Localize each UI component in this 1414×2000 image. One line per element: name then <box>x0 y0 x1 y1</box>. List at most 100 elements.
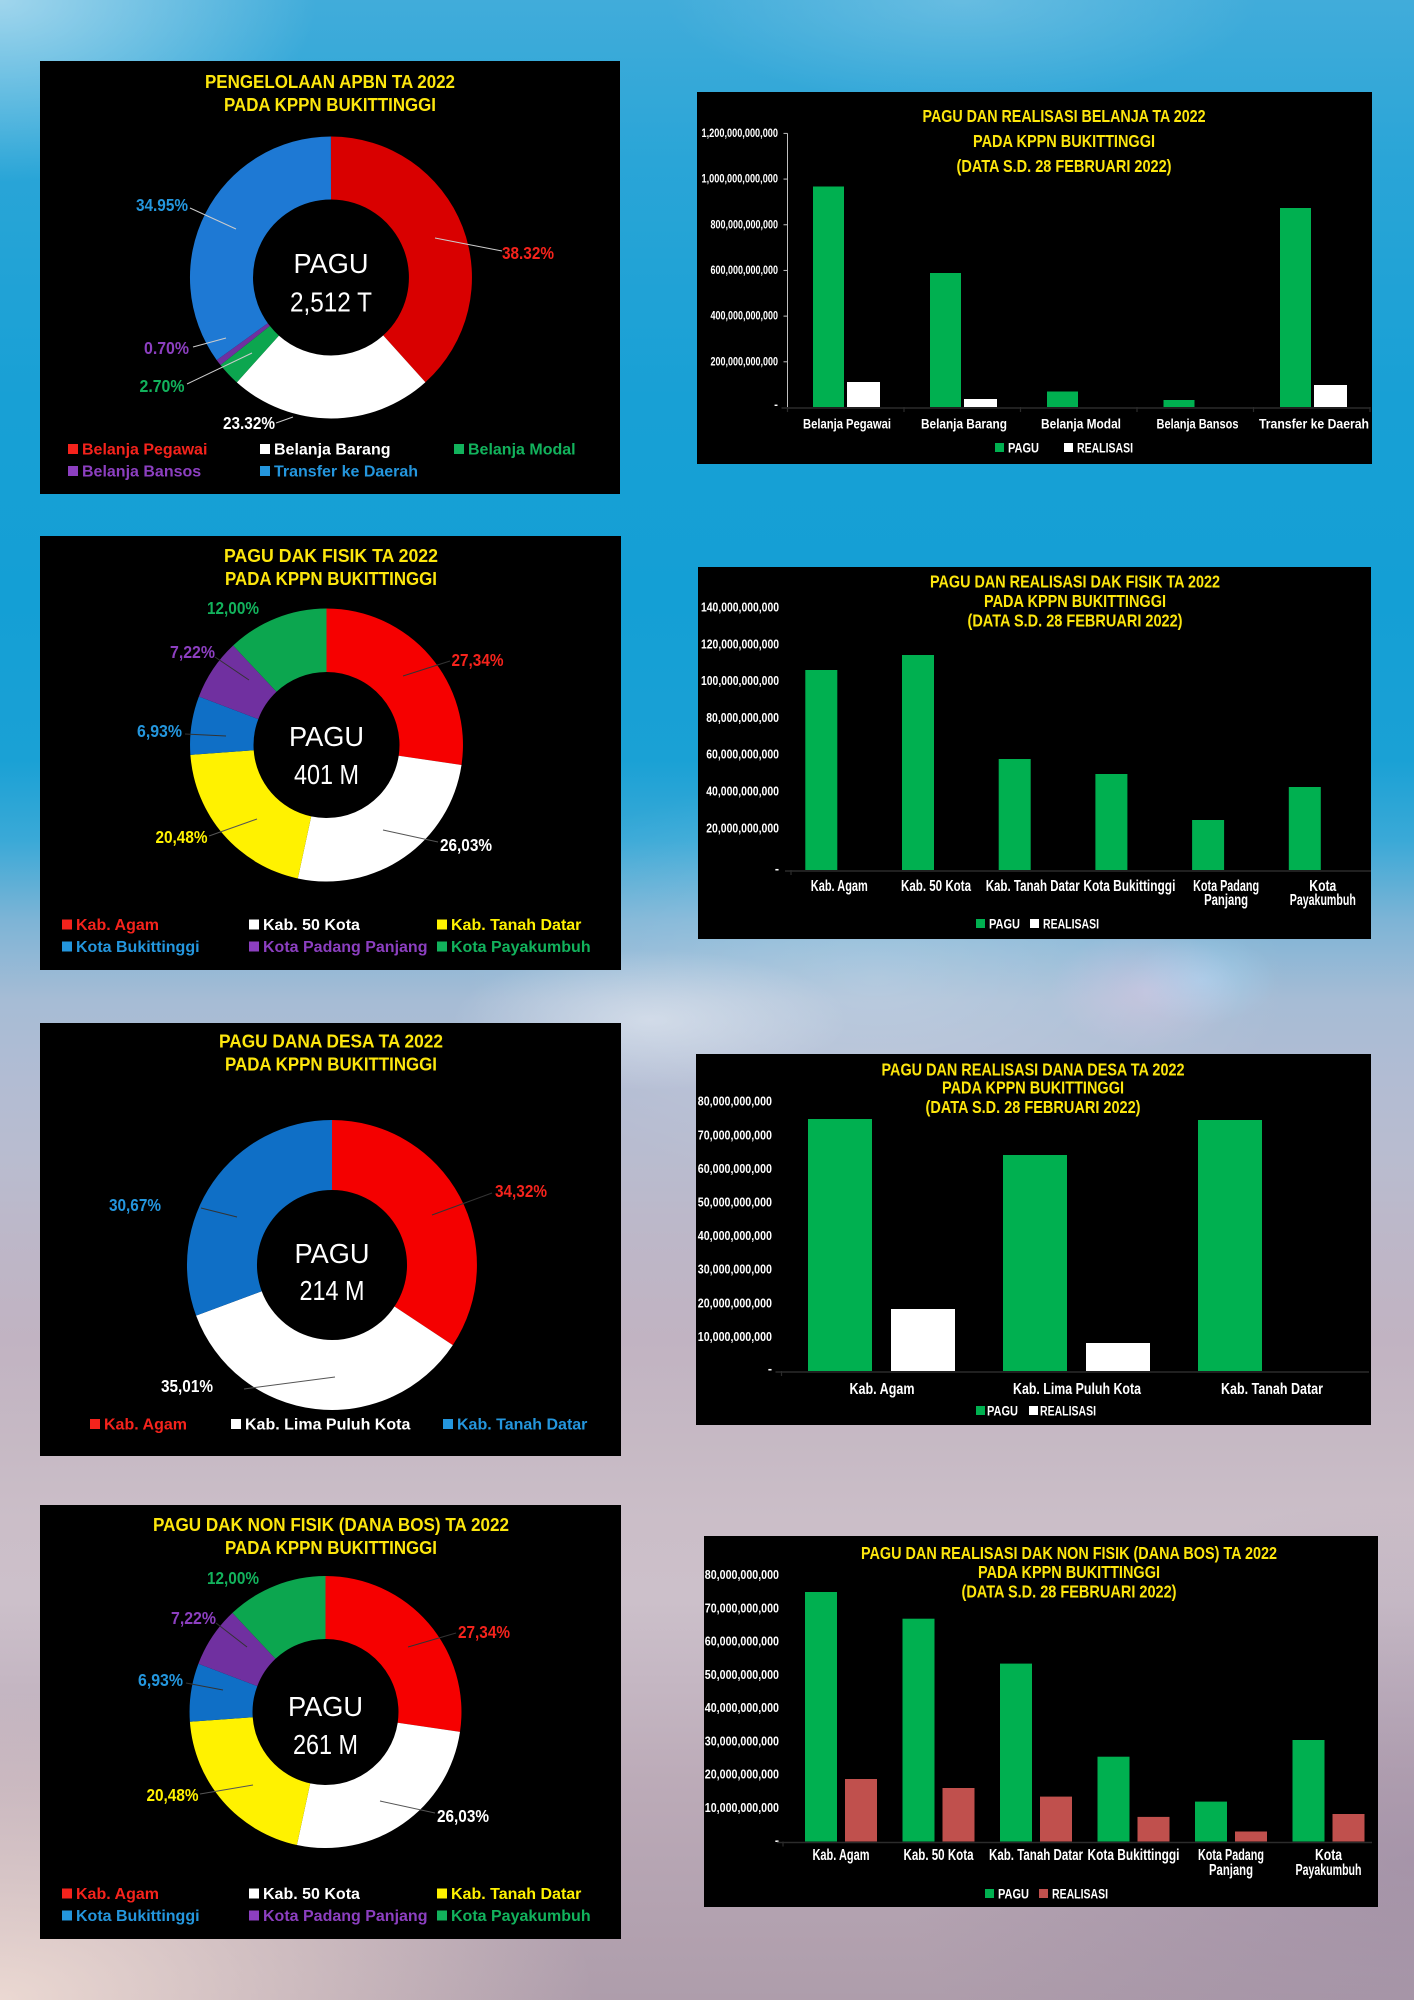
svg-text:40,000,000,000: 40,000,000,000 <box>705 1701 779 1715</box>
svg-text:34.95%: 34.95% <box>136 195 188 215</box>
svg-text:60,000,000,000: 60,000,000,000 <box>706 748 779 762</box>
svg-text:PAGU DANA DESA TA 2022: PAGU DANA DESA TA 2022 <box>219 1032 443 1052</box>
svg-text:Kota Padang: Kota Padang <box>1193 878 1259 895</box>
svg-text:Kab. Agam: Kab. Agam <box>850 1381 915 1398</box>
svg-text:PADA KPPN BUKITTINGGI: PADA KPPN BUKITTINGGI <box>225 1538 437 1558</box>
svg-text:26,03%: 26,03% <box>437 1806 489 1826</box>
svg-text:Kab. 50 Kota: Kab. 50 Kota <box>263 1886 360 1903</box>
svg-text:Kota Bukittinggi: Kota Bukittinggi <box>76 1908 200 1925</box>
svg-text:Kab. Agam: Kab. Agam <box>104 1417 187 1434</box>
svg-text:PADA KPPN BUKITTINGGI: PADA KPPN BUKITTINGGI <box>942 1078 1124 1098</box>
svg-text:(DATA S.D. 28 FEBRUARI 2022): (DATA S.D. 28 FEBRUARI 2022) <box>968 611 1183 631</box>
svg-text:(DATA S.D. 28 FEBRUARI 2022): (DATA S.D. 28 FEBRUARI 2022) <box>962 1582 1177 1602</box>
svg-text:120,000,000,000: 120,000,000,000 <box>701 637 779 651</box>
svg-text:20,48%: 20,48% <box>147 1785 199 1805</box>
svg-text:30,000,000,000: 30,000,000,000 <box>698 1263 772 1277</box>
svg-text:REALISASI: REALISASI <box>1043 917 1099 932</box>
svg-text:20,000,000,000: 20,000,000,000 <box>698 1296 772 1310</box>
svg-text:27,34%: 27,34% <box>458 1622 510 1642</box>
svg-text:Kab. Lima Puluh Kota: Kab. Lima Puluh Kota <box>245 1417 410 1434</box>
svg-text:Kab. Agam: Kab. Agam <box>811 878 868 895</box>
svg-text:400,000,000,000: 400,000,000,000 <box>711 311 779 323</box>
svg-text:70,000,000,000: 70,000,000,000 <box>705 1601 779 1615</box>
svg-text:Belanja Bansos: Belanja Bansos <box>82 464 201 481</box>
svg-text:1,000,000,000,000: 1,000,000,000,000 <box>702 174 779 186</box>
svg-text:Belanja Pegawai: Belanja Pegawai <box>82 442 207 459</box>
svg-text:30,67%: 30,67% <box>109 1195 161 1215</box>
svg-text:Kota Payakumbuh: Kota Payakumbuh <box>451 1908 591 1925</box>
svg-text:Kota Bukittinggi: Kota Bukittinggi <box>1088 1847 1180 1864</box>
svg-text:Kab. 50 Kota: Kab. 50 Kota <box>901 878 971 895</box>
svg-text:PAGU DAN REALISASI DAK NON FIS: PAGU DAN REALISASI DAK NON FISIK (DANA B… <box>861 1543 1277 1563</box>
svg-text:200,000,000,000: 200,000,000,000 <box>711 356 779 368</box>
svg-text:PADA KPPN BUKITTINGGI: PADA KPPN BUKITTINGGI <box>973 131 1155 151</box>
svg-text:Kab. Tanah Datar: Kab. Tanah Datar <box>989 1847 1083 1864</box>
svg-text:Belanja Pegawai: Belanja Pegawai <box>803 416 891 432</box>
svg-text:Kab. Lima Puluh Kota: Kab. Lima Puluh Kota <box>1013 1381 1141 1398</box>
svg-text:-: - <box>774 400 778 412</box>
svg-text:(DATA S.D. 28 FEBRUARI 2022): (DATA S.D. 28 FEBRUARI 2022) <box>926 1097 1141 1117</box>
svg-text:40,000,000,000: 40,000,000,000 <box>698 1229 772 1243</box>
svg-text:PAGU: PAGU <box>998 1887 1029 1902</box>
svg-text:12,00%: 12,00% <box>207 1568 259 1588</box>
svg-text:REALISASI: REALISASI <box>1052 1887 1108 1902</box>
svg-text:Panjang: Panjang <box>1209 1862 1253 1879</box>
svg-text:10,000,000,000: 10,000,000,000 <box>698 1330 772 1344</box>
svg-text:Belanja Barang: Belanja Barang <box>274 442 390 459</box>
svg-text:Kab. Tanah Datar: Kab. Tanah Datar <box>451 917 581 934</box>
svg-text:50,000,000,000: 50,000,000,000 <box>705 1668 779 1682</box>
svg-text:Payakumbuh: Payakumbuh <box>1290 892 1356 909</box>
svg-text:Kota Padang: Kota Padang <box>1198 1847 1264 1864</box>
svg-text:Belanja Barang: Belanja Barang <box>921 416 1007 432</box>
svg-text:Payakumbuh: Payakumbuh <box>1296 1862 1362 1879</box>
svg-text:Transfer ke Daerah: Transfer ke Daerah <box>1259 416 1369 432</box>
svg-text:261 M: 261 M <box>293 1729 358 1760</box>
svg-text:12,00%: 12,00% <box>207 598 259 618</box>
svg-text:PADA KPPN BUKITTINGGI: PADA KPPN BUKITTINGGI <box>225 1055 437 1075</box>
svg-text:Kota Bukittinggi: Kota Bukittinggi <box>1083 878 1175 895</box>
svg-text:401 M: 401 M <box>294 759 359 790</box>
svg-text:PAGU DAK FISIK TA 2022: PAGU DAK FISIK TA 2022 <box>224 546 438 566</box>
svg-text:Belanja Modal: Belanja Modal <box>468 442 576 459</box>
svg-text:PAGU DAN REALISASI DANA DESA T: PAGU DAN REALISASI DANA DESA TA 2022 <box>882 1060 1185 1080</box>
svg-text:100,000,000,000: 100,000,000,000 <box>701 674 779 688</box>
svg-text:Transfer ke Daerah: Transfer ke Daerah <box>274 464 418 481</box>
svg-text:PADA KPPN BUKITTINGGI: PADA KPPN BUKITTINGGI <box>225 569 437 589</box>
svg-text:PAGU: PAGU <box>294 248 369 279</box>
svg-text:27,34%: 27,34% <box>452 650 504 670</box>
svg-text:PAGU: PAGU <box>288 1691 363 1722</box>
svg-text:20,000,000,000: 20,000,000,000 <box>705 1768 779 1782</box>
svg-text:REALISASI: REALISASI <box>1077 441 1133 456</box>
svg-text:PAGU DAN REALISASI BELANJA TA: PAGU DAN REALISASI BELANJA TA 2022 <box>923 106 1206 126</box>
svg-text:REALISASI: REALISASI <box>1040 1404 1096 1419</box>
svg-text:214 M: 214 M <box>300 1275 365 1306</box>
svg-text:-: - <box>775 862 779 876</box>
svg-text:80,000,000,000: 80,000,000,000 <box>698 1095 772 1109</box>
svg-text:Kota: Kota <box>1309 878 1336 895</box>
svg-text:PAGU: PAGU <box>989 917 1020 932</box>
svg-text:PAGU: PAGU <box>295 1238 370 1269</box>
svg-text:60,000,000,000: 60,000,000,000 <box>698 1162 772 1176</box>
svg-text:Panjang: Panjang <box>1204 892 1248 909</box>
svg-text:Kab. Tanah Datar: Kab. Tanah Datar <box>457 1417 587 1434</box>
svg-text:Kab. Tanah Datar: Kab. Tanah Datar <box>451 1886 581 1903</box>
svg-text:70,000,000,000: 70,000,000,000 <box>698 1128 772 1142</box>
svg-text:(DATA S.D. 28 FEBRUARI 2022): (DATA S.D. 28 FEBRUARI 2022) <box>957 156 1172 176</box>
svg-text:Kab. 50 Kota: Kab. 50 Kota <box>904 1847 974 1864</box>
svg-text:Kab. Tanah Datar: Kab. Tanah Datar <box>1221 1381 1323 1398</box>
svg-text:Kota Payakumbuh: Kota Payakumbuh <box>451 939 591 956</box>
svg-text:-: - <box>775 1834 779 1848</box>
svg-text:Kab. Tanah Datar: Kab. Tanah Datar <box>986 878 1080 895</box>
svg-text:Kab. 50 Kota: Kab. 50 Kota <box>263 917 360 934</box>
svg-text:10,000,000,000: 10,000,000,000 <box>705 1801 779 1815</box>
svg-text:Kab. Agam: Kab. Agam <box>76 917 159 934</box>
svg-text:Kab. Agam: Kab. Agam <box>76 1886 159 1903</box>
svg-text:20,000,000,000: 20,000,000,000 <box>706 821 779 835</box>
svg-text:Kota Padang Panjang: Kota Padang Panjang <box>263 939 427 956</box>
svg-text:80,000,000,000: 80,000,000,000 <box>706 711 779 725</box>
svg-text:PAGU: PAGU <box>987 1404 1018 1419</box>
svg-text:6,93%: 6,93% <box>138 1670 183 1690</box>
svg-text:PADA KPPN BUKITTINGGI: PADA KPPN BUKITTINGGI <box>978 1562 1160 1582</box>
svg-text:26,03%: 26,03% <box>440 835 492 855</box>
svg-text:35,01%: 35,01% <box>161 1376 213 1396</box>
